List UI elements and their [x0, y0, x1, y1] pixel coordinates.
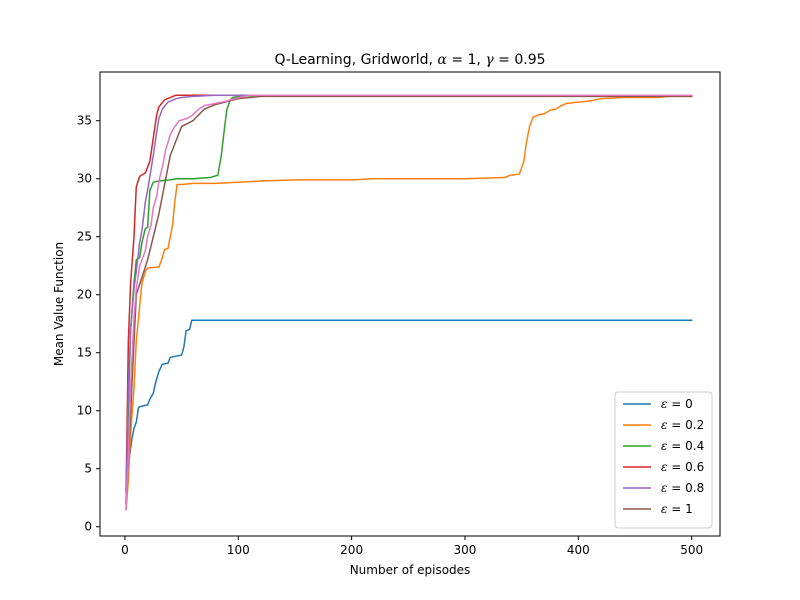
y-axis-label: Mean Value Function: [52, 242, 66, 366]
y-tick-label: 35: [77, 114, 92, 128]
series-line-0: [125, 319, 693, 505]
plot-frame: [99, 71, 721, 537]
legend-entry-label: ε = 1: [661, 502, 693, 516]
series-line-1: [125, 95, 693, 511]
series-group: [125, 94, 693, 511]
y-tick-label: 30: [77, 172, 92, 186]
x-tick-label: 0: [121, 543, 129, 557]
y-tick-label: 15: [77, 346, 92, 360]
x-axis-label: Number of episodes: [350, 563, 471, 577]
y-tick-label: 10: [77, 404, 92, 418]
legend: ε = 0 ε = 0.2 ε = 0.4 ε = 0.6 ε = 0.8 ε = 1: [614, 391, 713, 529]
x-tick-label: 500: [680, 543, 703, 557]
chart-title: Q-Learning, Gridworld, α = 1, γ = 0.95: [274, 52, 545, 68]
legend-entry-label: ε = 0.6: [661, 460, 704, 474]
y-tick-label: 25: [77, 230, 92, 244]
legend-box: [614, 391, 713, 529]
legend-entry-label: ε = 0: [661, 397, 693, 411]
legend-entry-label: ε = 0.4: [661, 439, 704, 453]
series-line-6: [125, 94, 693, 511]
y-tick-label: 0: [84, 520, 92, 534]
y-axis-ticks: 0 5 10 15 20 25 30 35: [77, 114, 100, 534]
y-tick-label: 5: [84, 462, 92, 476]
series-line-3: [125, 94, 693, 493]
legend-entry-label: ε = 0.8: [661, 481, 704, 495]
x-tick-label: 100: [227, 543, 250, 557]
x-axis-ticks: 0 100 200 300 400 500: [121, 536, 703, 557]
x-tick-label: 400: [567, 543, 590, 557]
series-line-5: [125, 95, 693, 511]
x-tick-label: 200: [340, 543, 363, 557]
y-tick-label: 20: [77, 288, 92, 302]
series-line-2: [125, 94, 693, 505]
plot-area: [125, 94, 693, 511]
legend-entry-label: ε = 0.2: [661, 418, 704, 432]
series-line-4: [125, 94, 693, 505]
x-tick-label: 300: [454, 543, 477, 557]
